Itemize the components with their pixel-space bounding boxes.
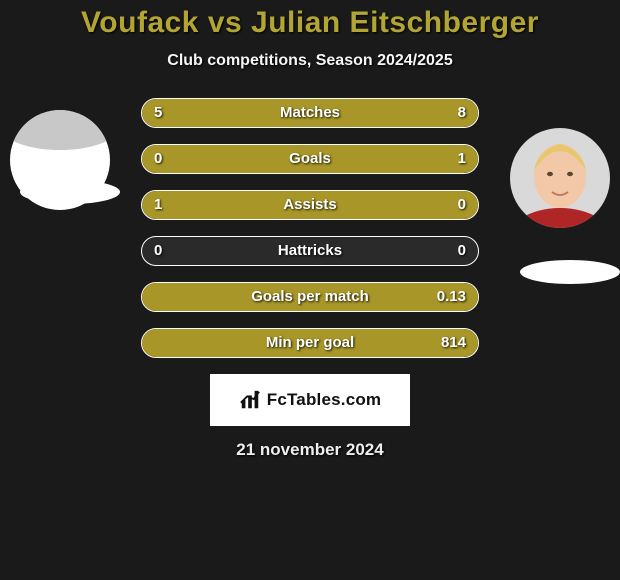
stat-label: Assists [142, 191, 478, 219]
footer-date: 21 november 2024 [0, 440, 620, 460]
player-left-flag [20, 180, 120, 204]
page-subtitle: Club competitions, Season 2024/2025 [0, 52, 620, 70]
stat-label: Hattricks [142, 237, 478, 265]
stat-row: 814Min per goal [141, 328, 479, 358]
stat-label: Matches [142, 99, 478, 127]
brand-text: FcTables.com [267, 390, 382, 410]
stat-bars: 58Matches 01Goals 10Assists 00Hattricks 0.13… [141, 98, 479, 358]
stat-label: Goals per match [142, 283, 478, 311]
stat-row: 58Matches [141, 98, 479, 128]
stat-row: 0.13Goals per match [141, 282, 479, 312]
stat-label: Min per goal [142, 329, 478, 357]
stat-row: 10Assists [141, 190, 479, 220]
player-right-avatar [510, 128, 610, 228]
page-title: Voufack vs Julian Eitschberger [0, 6, 620, 40]
player-photo-icon [510, 128, 610, 228]
comparison-card: Voufack vs Julian Eitschberger Club comp… [0, 0, 620, 580]
brand-badge: FcTables.com [210, 374, 410, 426]
player-right-flag [520, 260, 620, 284]
stat-row: 00Hattricks [141, 236, 479, 266]
brand-chart-icon [239, 389, 261, 411]
stat-label: Goals [142, 145, 478, 173]
stat-row: 01Goals [141, 144, 479, 174]
